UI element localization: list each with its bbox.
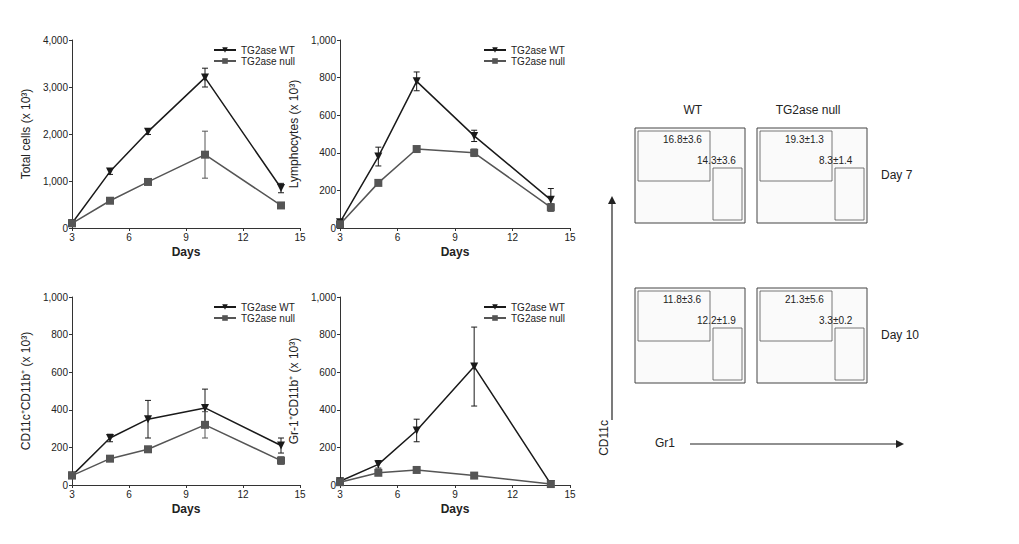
svg-text:400: 400 bbox=[51, 404, 68, 415]
svg-text:12: 12 bbox=[237, 489, 249, 500]
svg-text:8.3±1.4: 8.3±1.4 bbox=[819, 155, 853, 166]
svg-text:200: 200 bbox=[51, 442, 68, 453]
svg-text:Gr-1⁺CD11b⁺ (x 10³): Gr-1⁺CD11b⁺ (x 10³) bbox=[287, 338, 301, 444]
svg-text:Gr1: Gr1 bbox=[655, 436, 675, 450]
svg-text:3: 3 bbox=[69, 489, 75, 500]
svg-text:3: 3 bbox=[337, 232, 343, 243]
svg-text:TG2ase WT: TG2ase WT bbox=[511, 302, 565, 313]
svg-text:800: 800 bbox=[319, 72, 336, 83]
svg-text:9: 9 bbox=[452, 232, 458, 243]
svg-text:3: 3 bbox=[337, 489, 343, 500]
svg-text:TG2ase null: TG2ase null bbox=[241, 313, 295, 324]
svg-text:Days: Days bbox=[172, 245, 201, 259]
svg-text:TG2ase WT: TG2ase WT bbox=[241, 45, 295, 56]
svg-text:TG2ase WT: TG2ase WT bbox=[241, 302, 295, 313]
svg-text:TG2ase null: TG2ase null bbox=[511, 313, 565, 324]
svg-text:3: 3 bbox=[69, 232, 75, 243]
svg-text:600: 600 bbox=[319, 367, 336, 378]
svg-text:400: 400 bbox=[319, 147, 336, 158]
svg-text:Days: Days bbox=[172, 502, 201, 516]
svg-text:6: 6 bbox=[395, 489, 401, 500]
svg-text:15: 15 bbox=[294, 232, 306, 243]
svg-text:400: 400 bbox=[319, 404, 336, 415]
svg-text:6: 6 bbox=[126, 232, 132, 243]
svg-text:600: 600 bbox=[51, 367, 68, 378]
svg-text:19.3±1.3: 19.3±1.3 bbox=[785, 134, 824, 145]
svg-text:9: 9 bbox=[183, 489, 189, 500]
svg-text:3.3±0.2: 3.3±0.2 bbox=[819, 315, 853, 326]
svg-text:Day 7: Day 7 bbox=[881, 168, 913, 182]
svg-text:800: 800 bbox=[319, 329, 336, 340]
svg-text:WT: WT bbox=[683, 103, 702, 117]
svg-text:0: 0 bbox=[330, 480, 336, 491]
svg-text:0: 0 bbox=[330, 223, 336, 234]
svg-text:15: 15 bbox=[564, 489, 576, 500]
svg-text:1,000: 1,000 bbox=[43, 176, 68, 187]
svg-text:TG2ase WT: TG2ase WT bbox=[511, 45, 565, 56]
svg-text:0: 0 bbox=[62, 480, 68, 491]
svg-text:21.3±5.6: 21.3±5.6 bbox=[785, 294, 824, 305]
svg-text:12: 12 bbox=[507, 232, 519, 243]
svg-text:200: 200 bbox=[319, 185, 336, 196]
svg-text:Day 10: Day 10 bbox=[881, 328, 919, 342]
svg-text:Lymphocytes (x 10³): Lymphocytes (x 10³) bbox=[287, 80, 301, 188]
svg-text:200: 200 bbox=[319, 442, 336, 453]
svg-text:Days: Days bbox=[441, 502, 470, 516]
svg-text:12: 12 bbox=[237, 232, 249, 243]
svg-text:Days: Days bbox=[441, 245, 470, 259]
svg-text:12.2±1.9: 12.2±1.9 bbox=[697, 315, 736, 326]
svg-text:6: 6 bbox=[126, 489, 132, 500]
svg-text:12: 12 bbox=[507, 489, 519, 500]
svg-text:6: 6 bbox=[395, 232, 401, 243]
svg-text:Total cells (x 10³): Total cells (x 10³) bbox=[19, 89, 33, 180]
svg-text:TG2ase null: TG2ase null bbox=[776, 103, 841, 117]
svg-text:TG2ase null: TG2ase null bbox=[241, 56, 295, 67]
svg-text:800: 800 bbox=[51, 329, 68, 340]
svg-text:CD11c⁺CD11b⁺ (x 10³): CD11c⁺CD11b⁺ (x 10³) bbox=[19, 332, 33, 450]
svg-text:1,000: 1,000 bbox=[43, 292, 68, 303]
svg-text:1,000: 1,000 bbox=[311, 292, 336, 303]
svg-text:0: 0 bbox=[62, 223, 68, 234]
svg-text:9: 9 bbox=[452, 489, 458, 500]
svg-text:600: 600 bbox=[319, 110, 336, 121]
svg-text:15: 15 bbox=[564, 232, 576, 243]
svg-text:4,000: 4,000 bbox=[43, 35, 68, 46]
svg-text:9: 9 bbox=[183, 232, 189, 243]
svg-text:16.8±3.6: 16.8±3.6 bbox=[663, 134, 702, 145]
svg-text:15: 15 bbox=[294, 489, 306, 500]
svg-text:3,000: 3,000 bbox=[43, 82, 68, 93]
svg-text:CD11c: CD11c bbox=[597, 420, 611, 456]
svg-text:2,000: 2,000 bbox=[43, 129, 68, 140]
svg-text:1,000: 1,000 bbox=[311, 35, 336, 46]
svg-text:TG2ase null: TG2ase null bbox=[511, 56, 565, 67]
svg-text:14.3±3.6: 14.3±3.6 bbox=[697, 155, 736, 166]
svg-text:11.8±3.6: 11.8±3.6 bbox=[663, 294, 702, 305]
